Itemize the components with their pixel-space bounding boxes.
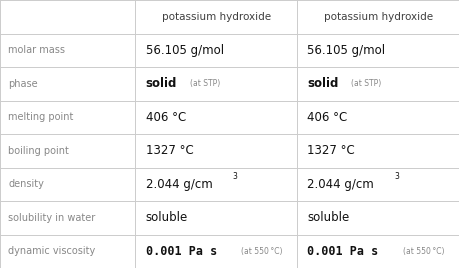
Text: solid: solid <box>308 77 339 90</box>
Text: 0.001 Pa s: 0.001 Pa s <box>308 245 379 258</box>
Text: melting point: melting point <box>8 112 73 122</box>
Text: phase: phase <box>8 79 38 89</box>
Text: (at 550 °C): (at 550 °C) <box>403 247 444 256</box>
Text: solid: solid <box>146 77 177 90</box>
Text: 1327 °C: 1327 °C <box>308 144 355 157</box>
Text: 56.105 g/mol: 56.105 g/mol <box>146 44 224 57</box>
Text: (at 550 °C): (at 550 °C) <box>241 247 283 256</box>
Text: 56.105 g/mol: 56.105 g/mol <box>308 44 386 57</box>
Text: 3: 3 <box>233 172 237 181</box>
Text: 406 °C: 406 °C <box>308 111 347 124</box>
Text: 2.044 g/cm: 2.044 g/cm <box>308 178 374 191</box>
Text: 3: 3 <box>394 172 399 181</box>
Text: potassium hydroxide: potassium hydroxide <box>324 12 433 22</box>
Text: solubility in water: solubility in water <box>8 213 95 223</box>
Text: (at STP): (at STP) <box>190 79 220 88</box>
Text: potassium hydroxide: potassium hydroxide <box>162 12 271 22</box>
Text: 406 °C: 406 °C <box>146 111 186 124</box>
Text: (at STP): (at STP) <box>352 79 382 88</box>
Text: soluble: soluble <box>308 211 350 224</box>
Text: 1327 °C: 1327 °C <box>146 144 193 157</box>
Text: molar mass: molar mass <box>8 45 65 55</box>
Text: dynamic viscosity: dynamic viscosity <box>8 246 95 256</box>
Text: 0.001 Pa s: 0.001 Pa s <box>146 245 217 258</box>
Text: 2.044 g/cm: 2.044 g/cm <box>146 178 212 191</box>
Text: boiling point: boiling point <box>8 146 69 156</box>
Text: density: density <box>8 179 44 189</box>
Text: soluble: soluble <box>146 211 188 224</box>
